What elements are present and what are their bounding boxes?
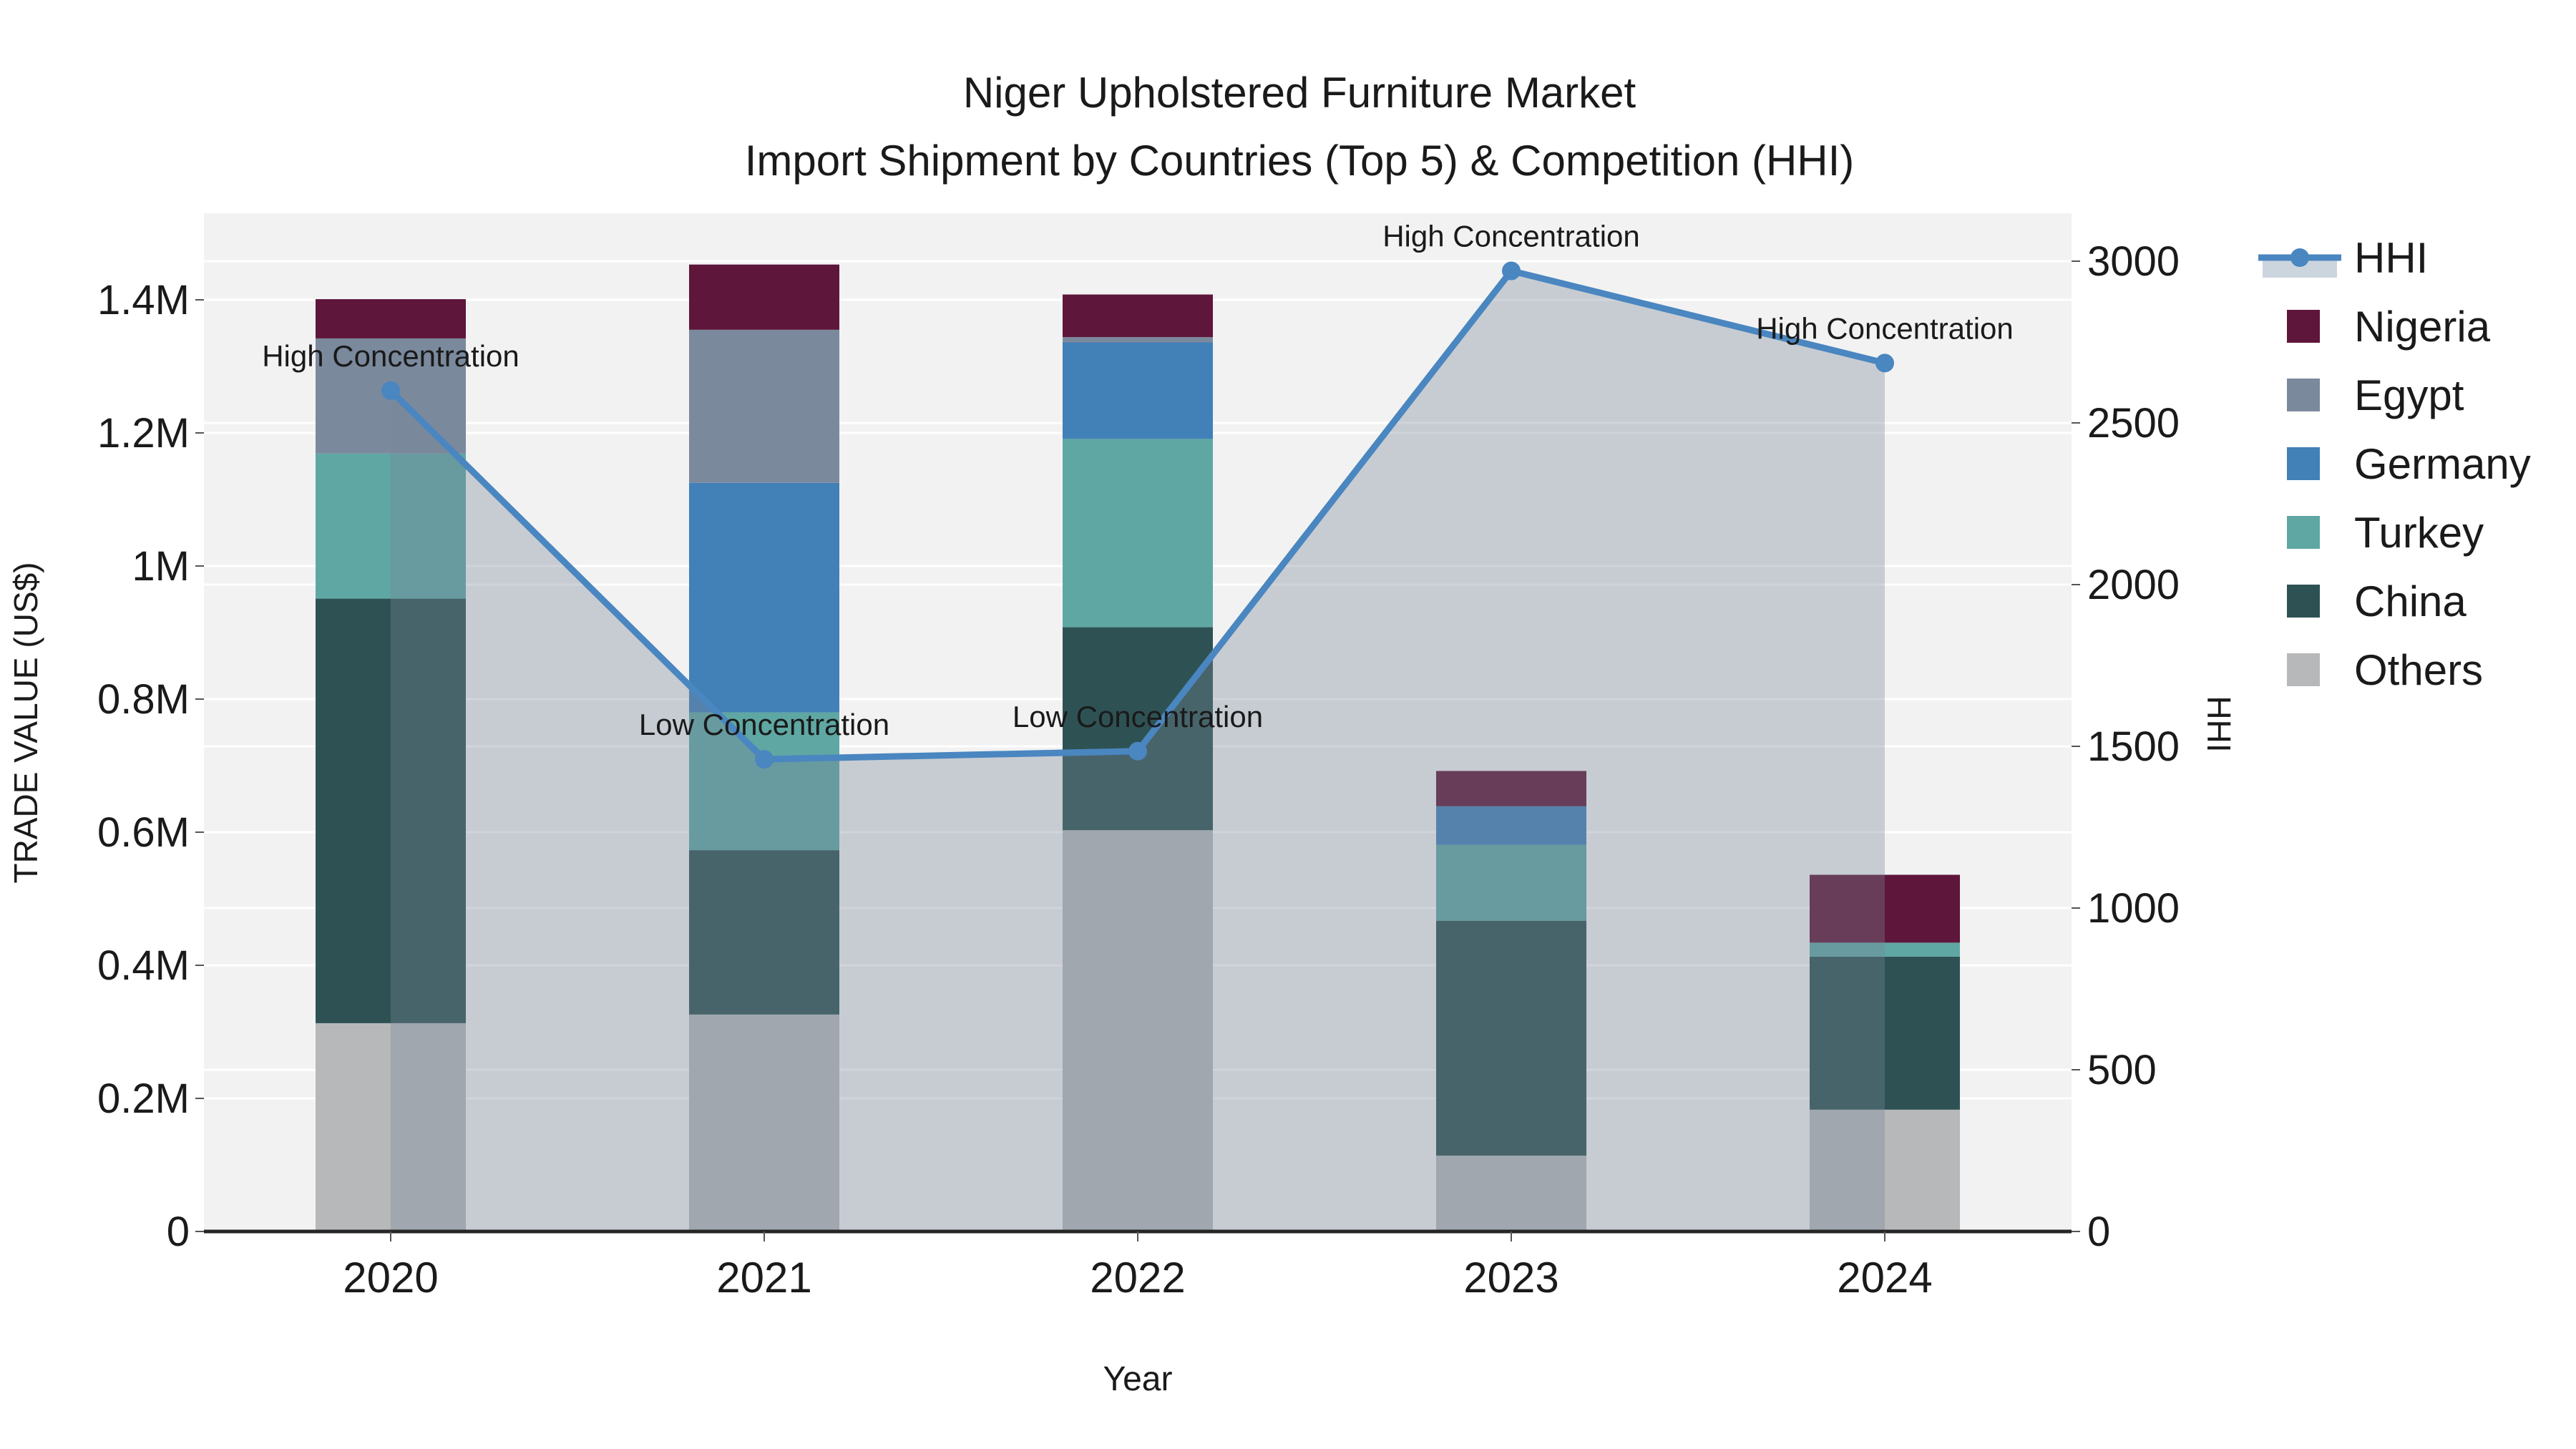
legend-item-germany: Germany <box>2287 440 2531 488</box>
legend-swatch-others <box>2287 653 2320 686</box>
legend-swatch-china <box>2287 585 2320 618</box>
bar-segment-china-2022 <box>1063 627 1213 831</box>
axes-layer: 0 0.2M 0.4M 0.6M 0.8M 1M 1.2M 1.4M 0 500 1000 1500 2… <box>97 238 2180 1302</box>
x-tick-label: 2022 <box>1090 1254 1185 1302</box>
legend-swatch-nigeria <box>2287 310 2320 343</box>
bar-segment-turkey-2021 <box>689 712 839 851</box>
bar-segment-china-2024 <box>1810 956 1960 1110</box>
x-tick-label: 2023 <box>1463 1254 1558 1302</box>
legend-item-turkey: Turkey <box>2287 509 2484 557</box>
legend-label-china: China <box>2354 577 2467 625</box>
annotation-2020: High Concentration <box>262 339 519 373</box>
y-axis-title-right: HHI <box>2200 696 2238 752</box>
y-left-tick-label: 1.4M <box>97 277 190 323</box>
bar-segment-china-2021 <box>689 850 839 1015</box>
y-right-tick-label: 500 <box>2087 1047 2157 1093</box>
y-left-tick-label: 0.6M <box>97 809 190 856</box>
bar-segment-nigeria-2022 <box>1063 294 1213 338</box>
bar-segment-nigeria-2020 <box>316 299 466 338</box>
y-right-tick-label: 0 <box>2087 1209 2110 1255</box>
bar-segment-nigeria-2023 <box>1436 771 1586 806</box>
bar-segment-others-2024 <box>1810 1109 1960 1231</box>
bar-segment-turkey-2020 <box>316 453 466 599</box>
bar-segment-egypt-2022 <box>1063 337 1213 343</box>
legend-label-hhi: HHI <box>2354 234 2428 282</box>
bar-segment-turkey-2022 <box>1063 439 1213 628</box>
hhi-point-2020 <box>381 381 400 400</box>
annotation-2021: Low Concentration <box>639 708 889 741</box>
bar-segment-germany-2022 <box>1063 342 1213 439</box>
chart-title-line2: Import Shipment by Countries (Top 5) & C… <box>745 137 1855 185</box>
hhi-point-2022 <box>1128 741 1147 761</box>
hhi-point-2023 <box>1502 261 1521 280</box>
y-right-tick-label: 2500 <box>2087 400 2180 447</box>
chart-title-line1: Niger Upholstered Furniture Market <box>963 69 1636 117</box>
bar-segment-others-2020 <box>316 1023 466 1231</box>
annotation-2024: High Concentration <box>1756 311 2014 345</box>
y-right-tick-label: 1000 <box>2087 885 2180 932</box>
bar-segment-egypt-2021 <box>689 329 839 483</box>
bar-segment-germany-2023 <box>1436 806 1586 845</box>
x-tick-label: 2024 <box>1837 1254 1932 1302</box>
hhi-point-2024 <box>1875 353 1894 373</box>
y-left-tick-label: 0.2M <box>97 1075 190 1122</box>
y-right-tick-label: 3000 <box>2087 238 2180 285</box>
legend-item-hhi: HHI <box>2258 234 2428 282</box>
legend-item-others: Others <box>2287 646 2483 694</box>
y-left-tick-label: 1M <box>132 543 190 590</box>
x-axis-title: Year <box>1103 1360 1173 1398</box>
legend-swatch-egypt <box>2287 379 2320 411</box>
hhi-point-2021 <box>755 750 774 769</box>
y-left-tick-label: 0.4M <box>97 942 190 989</box>
legend-hhi-marker <box>2290 248 2309 267</box>
legend: HHI Nigeria Egypt Germany Turkey China Others <box>2258 234 2531 694</box>
annotations-layer: High Concentration Low Concentration Low C… <box>262 220 2014 742</box>
bar-segment-others-2021 <box>689 1014 839 1231</box>
annotation-2023: High Concentration <box>1382 220 1640 253</box>
legend-swatch-turkey <box>2287 516 2320 549</box>
x-tick-label: 2021 <box>716 1254 811 1302</box>
bar-segment-germany-2021 <box>689 482 839 713</box>
bar-segment-others-2022 <box>1063 830 1213 1231</box>
legend-item-nigeria: Nigeria <box>2287 303 2491 351</box>
y-left-tick-label: 1.2M <box>97 410 190 457</box>
bar-segment-china-2023 <box>1436 920 1586 1156</box>
y-right-tick-label: 1500 <box>2087 723 2180 770</box>
y-left-tick-label: 0 <box>167 1209 190 1255</box>
legend-item-china: China <box>2287 577 2467 625</box>
bar-segment-turkey-2023 <box>1436 844 1586 921</box>
y-axis-title-left: TRADE VALUE (US$) <box>7 562 44 883</box>
hhi-line-layer <box>381 261 1894 769</box>
legend-item-egypt: Egypt <box>2287 371 2464 419</box>
legend-label-egypt: Egypt <box>2354 371 2464 419</box>
legend-label-germany: Germany <box>2354 440 2531 488</box>
legend-label-others: Others <box>2354 646 2483 694</box>
y-left-tick-label: 0.8M <box>97 676 190 723</box>
bar-segment-nigeria-2024 <box>1810 874 1960 943</box>
legend-swatch-germany <box>2287 447 2320 480</box>
stacked-bars-layer <box>316 264 1960 1231</box>
legend-label-turkey: Turkey <box>2354 509 2484 557</box>
bar-segment-china-2020 <box>316 598 466 1023</box>
legend-label-nigeria: Nigeria <box>2354 303 2491 351</box>
bar-segment-nigeria-2021 <box>689 264 839 330</box>
y-right-tick-label: 2000 <box>2087 562 2180 608</box>
x-tick-label: 2020 <box>343 1254 438 1302</box>
bar-segment-turkey-2024 <box>1810 942 1960 957</box>
annotation-2022: Low Concentration <box>1013 700 1263 733</box>
bar-segment-others-2023 <box>1436 1155 1586 1231</box>
